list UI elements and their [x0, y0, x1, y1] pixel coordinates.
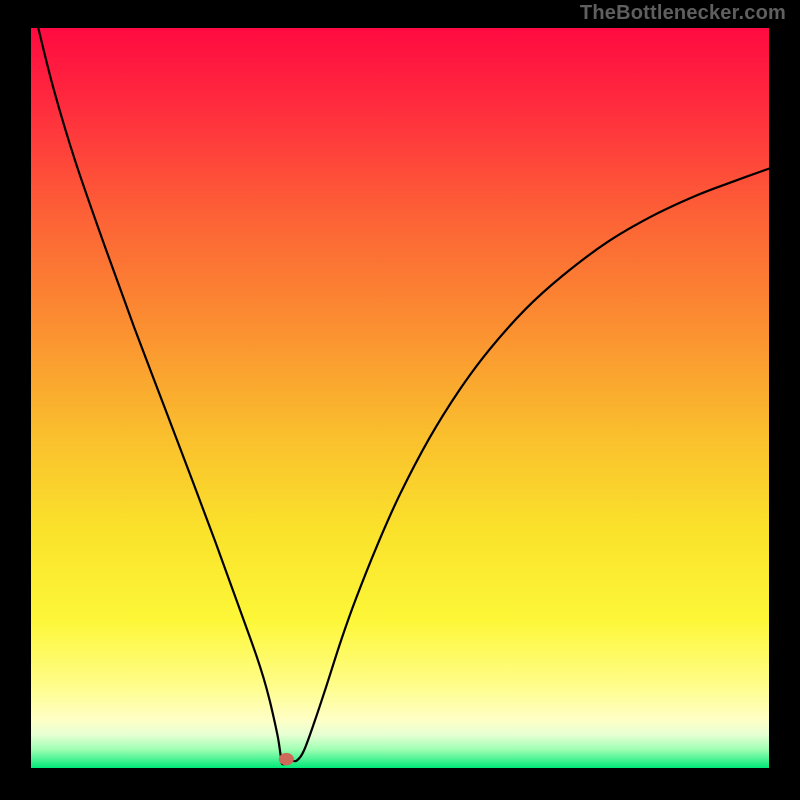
chart-container: TheBottlenecker.com	[0, 0, 800, 800]
plot-background	[31, 28, 769, 768]
watermark-text: TheBottlenecker.com	[580, 2, 786, 25]
bottleneck-chart	[0, 0, 800, 800]
optimal-point-marker	[279, 753, 294, 765]
